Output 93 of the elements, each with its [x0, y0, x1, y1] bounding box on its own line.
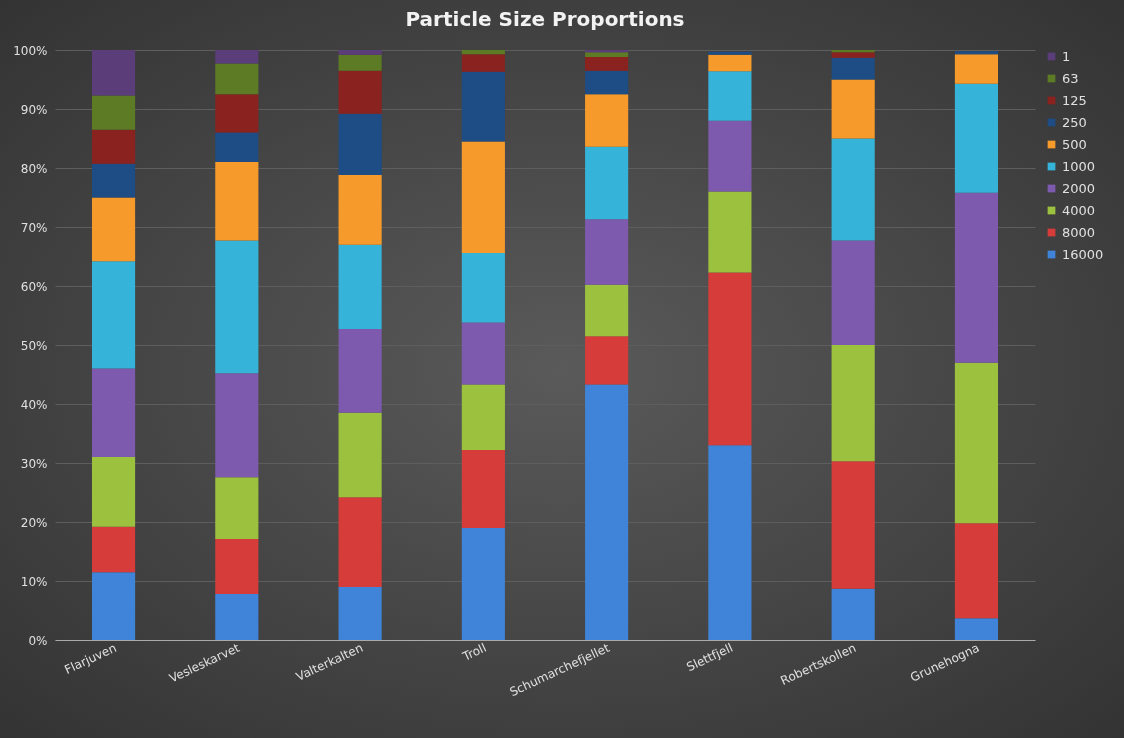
bar — [461, 527, 505, 640]
bar — [708, 191, 752, 273]
bar — [831, 588, 875, 640]
bar — [91, 129, 136, 164]
bar — [461, 71, 505, 142]
bar — [461, 384, 505, 451]
bar — [338, 113, 382, 176]
bar — [831, 461, 875, 589]
bar — [708, 272, 752, 446]
bar — [215, 132, 259, 163]
legend-label: 4000 — [1062, 202, 1096, 218]
y-tick-label: 70% — [20, 220, 48, 235]
bar — [461, 141, 505, 253]
legend-label: 16000 — [1062, 246, 1104, 262]
bar — [954, 51, 999, 55]
bar — [215, 477, 259, 540]
chart-title: Particle Size Proportions — [405, 7, 685, 31]
legend-label: 1000 — [1062, 158, 1096, 174]
bar — [585, 94, 629, 147]
y-tick-label: 50% — [20, 338, 48, 353]
bar — [954, 83, 999, 193]
y-tick-label: 60% — [20, 279, 48, 294]
bar — [708, 445, 752, 640]
legend-label: 2000 — [1062, 180, 1096, 196]
bar — [338, 329, 382, 413]
bar — [91, 197, 136, 262]
bar — [708, 71, 752, 121]
bar — [831, 57, 875, 80]
bar — [91, 368, 136, 458]
bar — [708, 120, 752, 192]
bar — [585, 146, 629, 220]
bar — [831, 52, 875, 58]
y-tick-label: 90% — [20, 102, 48, 117]
bar — [461, 322, 505, 385]
y-tick-label: 30% — [20, 456, 48, 471]
bar — [461, 50, 505, 55]
y-tick-label: 10% — [20, 574, 48, 589]
legend-label: 8000 — [1062, 224, 1096, 240]
bar — [91, 163, 136, 198]
bar — [215, 539, 259, 594]
bar — [954, 523, 999, 619]
bar — [215, 50, 259, 64]
bar — [585, 336, 629, 385]
bar — [338, 54, 382, 71]
legend-label: 1 — [1062, 48, 1071, 64]
bar — [91, 457, 136, 527]
y-tick-label: 100% — [13, 43, 48, 58]
bar — [585, 57, 629, 71]
bar — [585, 384, 629, 640]
bar — [91, 95, 136, 130]
bar — [831, 138, 875, 241]
legend-label: 250 — [1062, 114, 1087, 130]
bar — [461, 252, 505, 323]
bar — [215, 63, 259, 95]
bar — [338, 244, 382, 330]
bar — [585, 284, 629, 337]
bar — [215, 94, 259, 133]
bar — [461, 450, 505, 528]
bar — [338, 497, 382, 587]
bar — [215, 162, 259, 241]
bar — [708, 51, 752, 55]
legend-label: 63 — [1062, 70, 1079, 86]
y-tick-label: 0% — [28, 633, 48, 648]
bar — [91, 526, 136, 573]
bar — [831, 79, 875, 139]
bar — [585, 52, 629, 58]
bar — [338, 175, 382, 245]
legend-label: 125 — [1062, 92, 1087, 108]
bar — [215, 373, 259, 478]
bar — [954, 192, 999, 363]
bar — [954, 362, 999, 524]
y-tick-label: 80% — [20, 161, 48, 176]
bar — [215, 240, 259, 374]
bar — [585, 219, 629, 285]
y-tick-label: 20% — [20, 515, 48, 530]
bar — [91, 50, 136, 96]
bar — [338, 586, 382, 640]
bar — [91, 261, 136, 369]
bar — [831, 240, 875, 345]
bar — [585, 70, 629, 95]
bar — [461, 54, 505, 72]
bar — [338, 70, 382, 114]
bar — [91, 572, 136, 640]
y-tick-label: 40% — [20, 397, 48, 412]
x-tick-label: Troll — [459, 640, 489, 665]
bar — [708, 54, 752, 72]
bar — [831, 345, 875, 462]
bar — [338, 50, 382, 55]
legend-label: 500 — [1062, 136, 1087, 152]
bar — [338, 412, 382, 498]
bar — [215, 593, 259, 640]
bar — [954, 54, 999, 84]
bar — [954, 618, 999, 640]
